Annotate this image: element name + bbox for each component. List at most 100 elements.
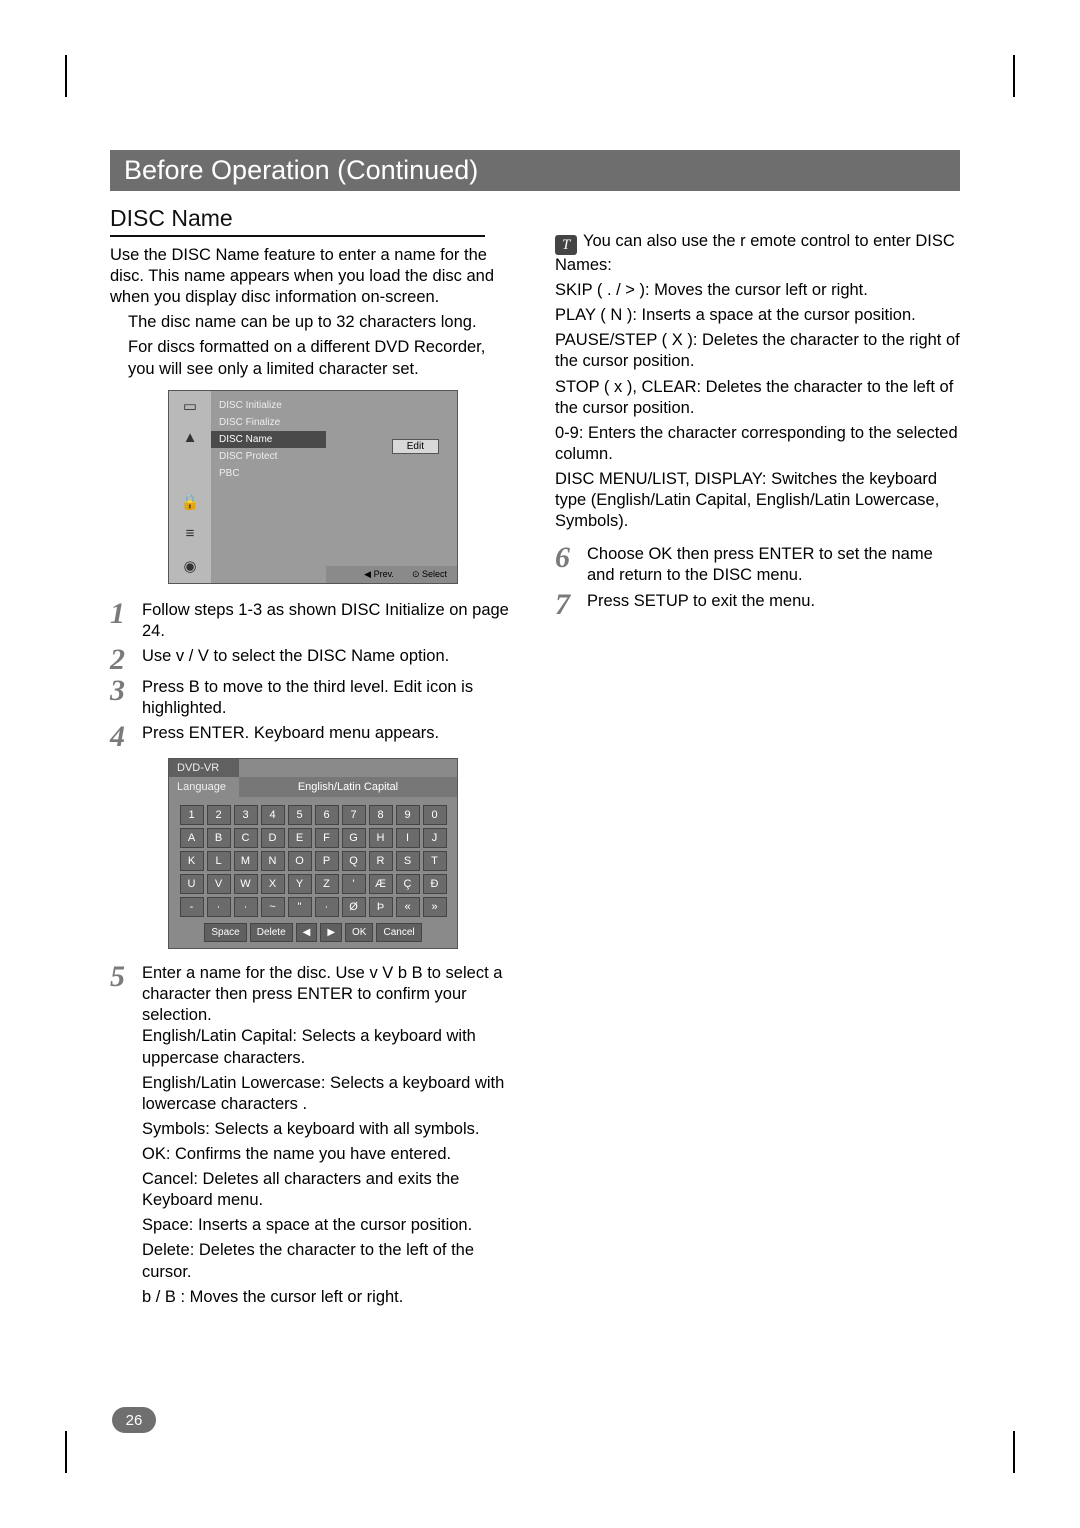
kbd-key: -	[180, 897, 204, 917]
step5-item: OK: Confirms the name you have entered.	[142, 1144, 515, 1165]
step-2: 2 Use v / V to select the DISC Name opti…	[110, 646, 515, 673]
kbd-key: 5	[288, 805, 312, 825]
kbd-key: Q	[342, 851, 366, 871]
section-title: DISC Name	[110, 205, 485, 237]
kbd-key: I	[396, 828, 420, 848]
kbd-key: ~	[261, 897, 285, 917]
blank-icon	[178, 461, 202, 481]
step5-item: Cancel: Deletes all characters and exits…	[142, 1169, 515, 1211]
step-number: 5	[110, 963, 134, 1312]
tip-item: 0-9: Enters the character corresponding …	[555, 423, 960, 465]
step5-item: Delete: Deletes the character to the lef…	[142, 1240, 515, 1282]
kbd-key: U	[180, 874, 204, 894]
kbd-key: 7	[342, 805, 366, 825]
step-4: 4 Press ENTER. Keyboard menu appears.	[110, 723, 515, 750]
tip-item: PAUSE/STEP ( X ): Deletes the character …	[555, 330, 960, 372]
osd-kbd-lang-label: Language	[169, 777, 239, 797]
kbd-bottom-button: ◀	[296, 923, 318, 942]
kbd-key: Ø	[342, 897, 366, 917]
step-body: Choose OK then press ENTER to set the na…	[587, 544, 960, 586]
crop-mark	[65, 55, 67, 97]
kbd-row: ABCDEFGHIJ	[177, 828, 449, 848]
intro-text: Use the DISC Name feature to enter a nam…	[110, 245, 515, 308]
kbd-key: ·	[315, 897, 339, 917]
kbd-key: R	[369, 851, 393, 871]
step-number: 3	[110, 677, 134, 719]
kbd-key: Z	[315, 874, 339, 894]
kbd-key: T	[423, 851, 447, 871]
kbd-key: 3	[234, 805, 258, 825]
page-content: Before Operation (Continued) DISC Name U…	[110, 150, 960, 1316]
kbd-key: 6	[315, 805, 339, 825]
step-body: Follow steps 1-3 as shown DISC Initializ…	[142, 600, 515, 642]
kbd-key: Ð	[423, 874, 447, 894]
kbd-bottom-button: ▶	[320, 923, 342, 942]
kbd-key: C	[234, 828, 258, 848]
kbd-key: "	[288, 897, 312, 917]
right-column: TYou can also use the r emote control to…	[555, 205, 960, 1316]
step5-item: Space: Inserts a space at the cursor pos…	[142, 1215, 515, 1236]
osd-icon-strip: ▭ ▲ 🔒 ≡ ◉	[169, 391, 211, 583]
kbd-key: O	[288, 851, 312, 871]
kbd-key: F	[315, 828, 339, 848]
step-body: Enter a name for the disc. Use v V b B t…	[142, 963, 515, 1312]
crop-mark	[1013, 55, 1015, 97]
step-body: Use v / V to select the DISC Name option…	[142, 646, 515, 673]
osd-menu-screenshot: ▭ ▲ 🔒 ≡ ◉ DISC Initialize DISC Finalize …	[168, 390, 458, 584]
step5-item: Symbols: Selects a keyboard with all sym…	[142, 1119, 515, 1140]
step5-lead: Enter a name for the disc. Use v V b B t…	[142, 963, 515, 1026]
step-7: 7 Press SETUP to exit the menu.	[555, 591, 960, 618]
osd-footer: ◀ Prev. ⊙ Select	[326, 566, 457, 583]
osd-kbd-grid: 1234567890ABCDEFGHIJKLMNOPQRSTUVWXYZ'ÆÇÐ…	[169, 797, 457, 921]
step-number: 1	[110, 600, 134, 642]
osd-select-hint: ⊙ Select	[412, 569, 447, 580]
kbd-key: J	[423, 828, 447, 848]
kbd-key: L	[207, 851, 231, 871]
step-6: 6 Choose OK then press ENTER to set the …	[555, 544, 960, 586]
step-number: 6	[555, 544, 579, 586]
kbd-bottom-button: Space	[204, 923, 246, 942]
list-icon: ≡	[178, 525, 202, 545]
page-number-badge: 26	[112, 1407, 156, 1433]
kbd-key: ·	[234, 897, 258, 917]
tip-item: STOP ( x ), CLEAR: Deletes the character…	[555, 377, 960, 419]
disc-icon: ◉	[178, 557, 202, 577]
tv-icon: ▭	[178, 397, 202, 417]
kbd-key: '	[342, 874, 366, 894]
kbd-row: -··~"·ØÞ«»	[177, 897, 449, 917]
kbd-key: V	[207, 874, 231, 894]
kbd-key: S	[396, 851, 420, 871]
osd-right-pane: Edit ◀ Prev. ⊙ Select	[326, 391, 457, 583]
step-body: Press ENTER. Keyboard menu appears.	[142, 723, 515, 750]
kbd-row: 1234567890	[177, 805, 449, 825]
intro-bullet: The disc name can be up to 32 characters…	[128, 312, 515, 333]
kbd-key: G	[342, 828, 366, 848]
kbd-key: 8	[369, 805, 393, 825]
osd-kbd-lang-value: English/Latin Capital	[239, 777, 457, 797]
tip-item: DISC MENU/LIST, DISPLAY: Switches the ke…	[555, 469, 960, 532]
osd-item: PBC	[211, 465, 326, 482]
step-3: 3 Press B to move to the third level. Ed…	[110, 677, 515, 719]
kbd-key: P	[315, 851, 339, 871]
tip-item: PLAY ( N ): Inserts a space at the curso…	[555, 305, 960, 326]
osd-prev-hint: ◀ Prev.	[364, 569, 394, 580]
kbd-key: M	[234, 851, 258, 871]
kbd-key: 4	[261, 805, 285, 825]
kbd-key: Ç	[396, 874, 420, 894]
intro-bullet: For discs formatted on a different DVD R…	[128, 337, 515, 379]
tip-lead: You can also use the r emote control to …	[555, 232, 955, 274]
kbd-key: 2	[207, 805, 231, 825]
tip-icon: T	[555, 235, 577, 255]
kbd-key: 0	[423, 805, 447, 825]
step-number: 2	[110, 646, 134, 673]
kbd-key: 1	[180, 805, 204, 825]
kbd-bottom-button: Cancel	[376, 923, 421, 942]
page-header-bar: Before Operation (Continued)	[110, 150, 960, 191]
kbd-key: Y	[288, 874, 312, 894]
kbd-bottom-button: Delete	[250, 923, 293, 942]
step5-item: English/Latin Capital: Selects a keyboar…	[142, 1026, 515, 1068]
crop-mark	[1013, 1431, 1015, 1473]
tool-icon: ▲	[178, 429, 202, 449]
step-5: 5 Enter a name for the disc. Use v V b B…	[110, 963, 515, 1312]
kbd-key: Æ	[369, 874, 393, 894]
